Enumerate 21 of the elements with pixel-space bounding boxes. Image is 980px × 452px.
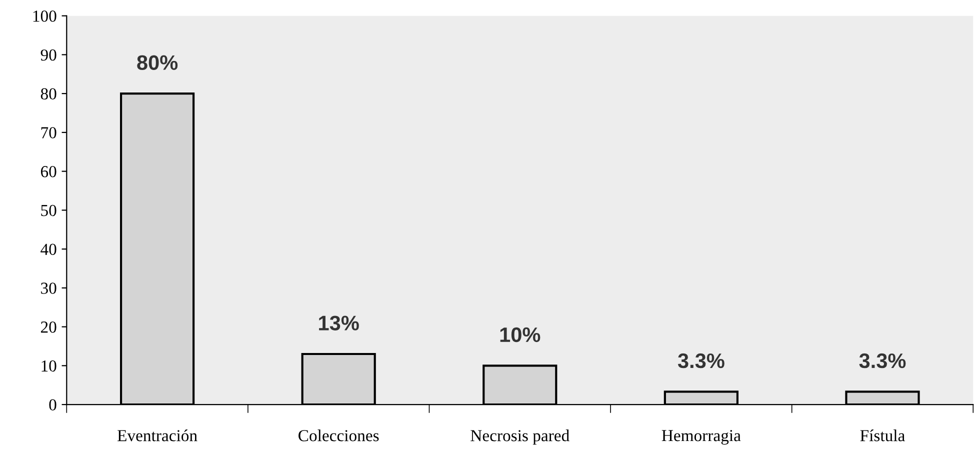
y-tick-label: 100 <box>33 10 56 22</box>
x-tick-label: Fístula <box>860 430 905 442</box>
y-tick-label: 30 <box>41 282 56 294</box>
data-label: 80% <box>137 55 178 70</box>
data-label: 3.3% <box>859 353 906 368</box>
y-tick-label: 20 <box>40 321 56 333</box>
y-tick-label: 60 <box>40 166 56 178</box>
data-label: 13% <box>319 316 359 330</box>
y-tick-label: 90 <box>40 49 56 61</box>
data-label: 10% <box>500 327 540 342</box>
data-label: 3.3% <box>678 353 724 368</box>
y-tick-label: 40 <box>40 244 56 255</box>
y-tick-label: 0 <box>49 399 56 410</box>
y-tick-label: 80 <box>40 88 56 100</box>
y-tick-label: 10 <box>42 360 56 372</box>
x-tick-label: Colecciones <box>298 430 379 442</box>
x-tick-label: Necrosis pared <box>470 430 570 445</box>
x-tick-label: Hemorragia <box>662 430 741 445</box>
x-tick-label: Eventración <box>118 430 198 442</box>
y-tick-label: 50 <box>41 204 56 216</box>
y-tick-label: 70 <box>41 127 56 138</box>
